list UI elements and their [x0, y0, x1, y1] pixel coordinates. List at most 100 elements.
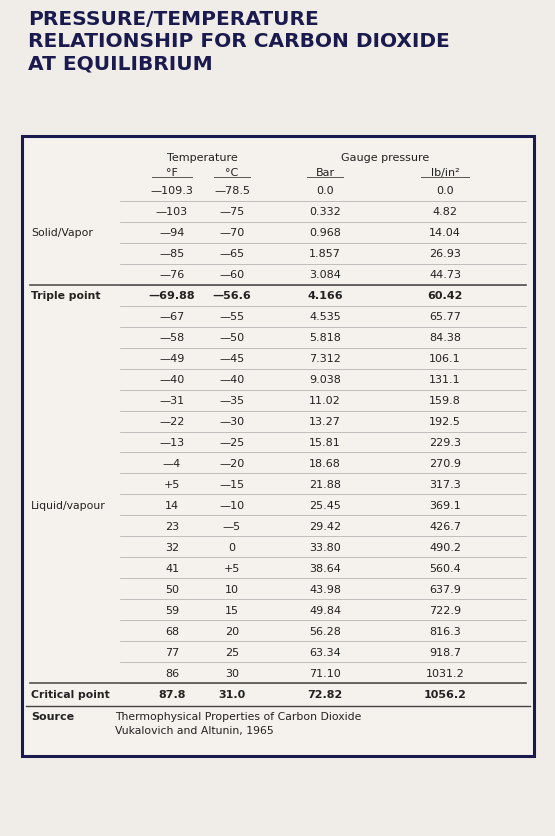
Text: 14: 14 — [165, 500, 179, 510]
Text: 106.1: 106.1 — [429, 354, 461, 364]
Text: 68: 68 — [165, 626, 179, 636]
Text: 637.9: 637.9 — [429, 584, 461, 594]
Text: Critical point: Critical point — [31, 689, 110, 699]
Text: —20: —20 — [219, 458, 245, 468]
Text: 71.10: 71.10 — [309, 668, 341, 678]
Text: 15: 15 — [225, 605, 239, 615]
Text: 0.0: 0.0 — [436, 186, 454, 196]
Text: 270.9: 270.9 — [429, 458, 461, 468]
Text: Source: Source — [31, 711, 74, 721]
Text: 0.0: 0.0 — [316, 186, 334, 196]
Text: 0: 0 — [229, 543, 235, 552]
Text: 30: 30 — [225, 668, 239, 678]
Text: 3.084: 3.084 — [309, 270, 341, 280]
Text: 131.1: 131.1 — [429, 375, 461, 385]
Text: 60.42: 60.42 — [427, 291, 463, 301]
Text: 26.93: 26.93 — [429, 249, 461, 259]
Text: 44.73: 44.73 — [429, 270, 461, 280]
Text: 426.7: 426.7 — [429, 521, 461, 531]
Text: +5: +5 — [224, 563, 240, 573]
Text: —58: —58 — [159, 333, 185, 343]
Text: 490.2: 490.2 — [429, 543, 461, 552]
Text: 1031.2: 1031.2 — [426, 668, 465, 678]
Text: °F: °F — [166, 168, 178, 178]
Text: —50: —50 — [219, 333, 245, 343]
Text: —35: —35 — [219, 395, 245, 405]
Text: 29.42: 29.42 — [309, 521, 341, 531]
Text: 32: 32 — [165, 543, 179, 552]
Text: —49: —49 — [159, 354, 185, 364]
Text: —55: —55 — [219, 312, 245, 322]
Text: lb/in²: lb/in² — [431, 168, 460, 178]
Text: 0.968: 0.968 — [309, 228, 341, 238]
Text: Gauge pressure: Gauge pressure — [341, 153, 429, 163]
Text: 229.3: 229.3 — [429, 437, 461, 447]
Text: 38.64: 38.64 — [309, 563, 341, 573]
Text: —78.5: —78.5 — [214, 186, 250, 196]
Text: 317.3: 317.3 — [429, 479, 461, 489]
Text: 33.80: 33.80 — [309, 543, 341, 552]
Text: —40: —40 — [159, 375, 185, 385]
Text: 65.77: 65.77 — [429, 312, 461, 322]
Text: —25: —25 — [219, 437, 245, 447]
Text: 18.68: 18.68 — [309, 458, 341, 468]
Text: —69.88: —69.88 — [149, 291, 195, 301]
Text: —60: —60 — [219, 270, 245, 280]
Text: °C: °C — [225, 168, 239, 178]
Text: PRESSURE/TEMPERATURE
RELATIONSHIP FOR CARBON DIOXIDE
AT EQUILIBRIUM: PRESSURE/TEMPERATURE RELATIONSHIP FOR CA… — [28, 10, 450, 74]
Text: Liquid/vapour: Liquid/vapour — [31, 500, 106, 510]
Text: 21.88: 21.88 — [309, 479, 341, 489]
Text: —30: —30 — [219, 416, 245, 426]
Text: 918.7: 918.7 — [429, 647, 461, 657]
Text: 59: 59 — [165, 605, 179, 615]
Text: Bar: Bar — [315, 168, 335, 178]
Text: 15.81: 15.81 — [309, 437, 341, 447]
Text: 25.45: 25.45 — [309, 500, 341, 510]
Text: 11.02: 11.02 — [309, 395, 341, 405]
Text: 4.166: 4.166 — [307, 291, 343, 301]
Text: —4: —4 — [163, 458, 181, 468]
Text: 1.857: 1.857 — [309, 249, 341, 259]
Text: —31: —31 — [159, 395, 185, 405]
Text: 86: 86 — [165, 668, 179, 678]
Text: Solid/Vapor: Solid/Vapor — [31, 228, 93, 238]
Text: 23: 23 — [165, 521, 179, 531]
Text: —67: —67 — [159, 312, 185, 322]
Text: 56.28: 56.28 — [309, 626, 341, 636]
Text: Thermophysical Properties of Carbon Dioxide
Vukalovich and Altunin, 1965: Thermophysical Properties of Carbon Diox… — [115, 711, 361, 735]
Text: 159.8: 159.8 — [429, 395, 461, 405]
Text: 1056.2: 1056.2 — [423, 689, 466, 699]
Text: —94: —94 — [159, 228, 185, 238]
Text: 560.4: 560.4 — [429, 563, 461, 573]
Text: 722.9: 722.9 — [429, 605, 461, 615]
Text: 43.98: 43.98 — [309, 584, 341, 594]
Text: —109.3: —109.3 — [150, 186, 194, 196]
Text: 25: 25 — [225, 647, 239, 657]
Bar — [22, 137, 534, 756]
Text: —13: —13 — [159, 437, 185, 447]
Text: 41: 41 — [165, 563, 179, 573]
Text: 87.8: 87.8 — [158, 689, 186, 699]
Text: 72.82: 72.82 — [307, 689, 342, 699]
Text: 31.0: 31.0 — [218, 689, 246, 699]
Text: —22: —22 — [159, 416, 185, 426]
Text: 77: 77 — [165, 647, 179, 657]
Text: 4.535: 4.535 — [309, 312, 341, 322]
Text: 84.38: 84.38 — [429, 333, 461, 343]
Text: —85: —85 — [159, 249, 185, 259]
Text: 14.04: 14.04 — [429, 228, 461, 238]
Text: 4.82: 4.82 — [432, 207, 457, 217]
Text: Temperature: Temperature — [166, 153, 238, 163]
Text: —103: —103 — [156, 207, 188, 217]
Text: 63.34: 63.34 — [309, 647, 341, 657]
Text: —76: —76 — [159, 270, 185, 280]
Text: —45: —45 — [219, 354, 245, 364]
Text: 816.3: 816.3 — [429, 626, 461, 636]
Text: 369.1: 369.1 — [429, 500, 461, 510]
Text: —10: —10 — [219, 500, 245, 510]
Text: Triple point: Triple point — [31, 291, 100, 301]
Text: —5: —5 — [223, 521, 241, 531]
Text: 10: 10 — [225, 584, 239, 594]
Text: —40: —40 — [219, 375, 245, 385]
Text: 192.5: 192.5 — [429, 416, 461, 426]
